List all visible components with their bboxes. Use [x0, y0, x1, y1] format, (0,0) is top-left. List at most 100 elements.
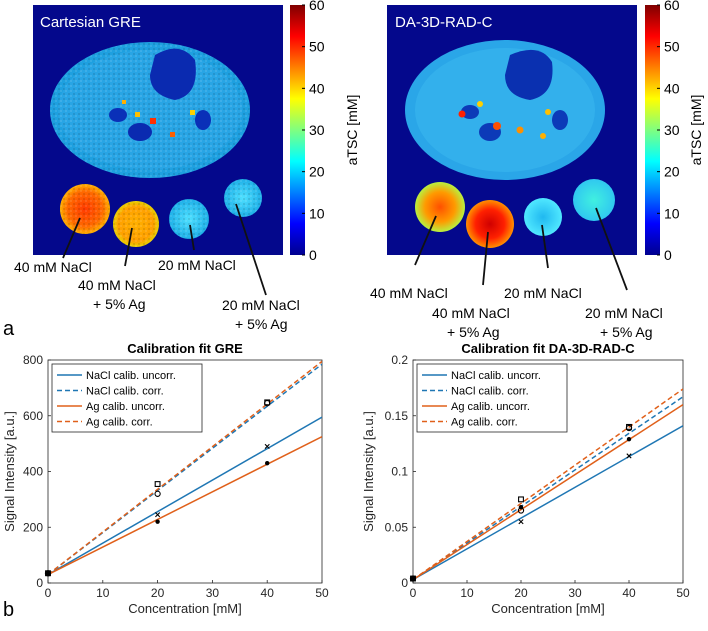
- rad-colorbar-label: aTSC [mM]: [688, 95, 704, 166]
- panel-b-label: b: [3, 599, 14, 621]
- series-line: [48, 435, 322, 576]
- rad-label-40nacl-ag: 40 mM NaCl: [432, 305, 510, 321]
- gre-annotations: [62, 203, 267, 296]
- series-line: [413, 403, 683, 581]
- x-tick-label: 0: [410, 586, 417, 600]
- colorbar-tick-label: 60: [664, 0, 680, 13]
- data-point: [154, 481, 161, 487]
- data-point: [626, 436, 632, 442]
- x-tick-label: 50: [676, 586, 690, 600]
- y-tick-label: 0.05: [385, 520, 409, 534]
- colorbar-tick-label: 0: [664, 247, 672, 263]
- gre-label-20nacl-ag-sub: + 5% Ag: [235, 316, 288, 332]
- x-tick-label: 0: [45, 586, 52, 600]
- x-tick-label: 50: [315, 586, 329, 600]
- rad-colorbar: 0 10 20 30 40 50 60 aTSC [mM]: [645, 0, 704, 263]
- data-point: [626, 423, 632, 430]
- x-tick-label: 40: [261, 586, 275, 600]
- data-point: [155, 519, 160, 524]
- series-line: [413, 388, 683, 581]
- y-tick-label: 800: [23, 353, 43, 367]
- x-axis-label: Concentration [mM]: [128, 601, 241, 616]
- colorbar-tick-label: 10: [309, 205, 325, 221]
- rad-phantom-4: [573, 179, 615, 221]
- rad-label-20nacl: 20 mM NaCl: [504, 285, 582, 301]
- gre-bone-region: [150, 48, 196, 100]
- gre-image: Cartesian GRE: [33, 5, 283, 255]
- legend-entry: Ag calib. corr.: [86, 417, 153, 429]
- legend-entry: NaCl calib. uncorr.: [451, 370, 541, 382]
- colorbar-tick-label: 0: [309, 247, 317, 263]
- colorbar-tick-label: 40: [309, 80, 325, 96]
- x-axis-label: Concentration [mM]: [491, 601, 604, 616]
- rad-colorbar-gradient: [645, 5, 660, 255]
- chart-title: Calibration fit GRE: [127, 341, 243, 356]
- series-line: [48, 416, 322, 576]
- colorbar-tick-label: 30: [664, 122, 680, 138]
- gre-title: Cartesian GRE: [40, 14, 141, 31]
- x-tick-label: 30: [206, 586, 220, 600]
- series-line: [413, 425, 683, 581]
- data-point: [154, 490, 161, 497]
- y-tick-label: 200: [23, 520, 43, 534]
- colorbar-tick-label: 50: [664, 39, 680, 55]
- x-tick-label: 40: [622, 586, 636, 600]
- chart-title: Calibration fit DA-3D-RAD-C: [461, 341, 635, 356]
- rad-phantom-3: [524, 198, 562, 236]
- y-tick-label: 400: [23, 465, 43, 479]
- gre-colorbar: 0 10 20 30 40 50 60 aTSC [mM]: [290, 0, 360, 263]
- x-tick-label: 20: [151, 586, 165, 600]
- gre-colorbar-label: aTSC [mM]: [344, 95, 360, 166]
- x-tick-label: 30: [568, 586, 582, 600]
- y-tick-label: 600: [23, 409, 43, 423]
- data-point: [264, 443, 270, 450]
- rad-label-20nacl-ag: 20 mM NaCl: [585, 305, 663, 321]
- data-point: [518, 496, 524, 503]
- rad-image: DA-3D-RAD-C: [387, 5, 637, 255]
- panel-a-label: a: [3, 318, 15, 340]
- data-point: [410, 576, 416, 581]
- y-tick-label: 0.15: [385, 409, 409, 423]
- y-tick-label: 0.2: [391, 353, 408, 367]
- series-line: [413, 396, 683, 581]
- x-tick-label: 20: [514, 586, 528, 600]
- rad-label-40nacl: 40 mM NaCl: [370, 285, 448, 301]
- data-point: [626, 453, 632, 459]
- y-tick-label: 0: [36, 576, 43, 590]
- data-point: [45, 570, 51, 577]
- y-tick-label: 0: [401, 576, 408, 590]
- legend-entry: Ag calib. corr.: [451, 417, 518, 429]
- colorbar-tick-label: 50: [309, 39, 325, 55]
- legend-entry: Ag calib. uncorr.: [451, 401, 530, 413]
- chart-gre: 0 10 20 30 40 50 0 200 400 600 800 Calibration fit …: [2, 341, 329, 616]
- rad-label-20nacl-ag-sub: + 5% Ag: [600, 324, 653, 340]
- legend-entry: NaCl calib. corr.: [451, 386, 529, 398]
- gre-label-40nacl: 40 mM NaCl: [14, 259, 92, 275]
- y-axis-label: Signal Intensity [a.u.]: [361, 411, 376, 532]
- series-line: [48, 360, 322, 576]
- gre-label-20nacl-ag: 20 mM NaCl: [222, 297, 300, 313]
- rad-phantom-1: [415, 182, 465, 232]
- data-point: [155, 512, 161, 518]
- rad-annotations: [414, 207, 628, 291]
- y-tick-label: 0.1: [391, 465, 408, 479]
- rad-title: DA-3D-RAD-C: [395, 14, 493, 31]
- rad-label-40nacl-ag-sub: + 5% Ag: [447, 324, 500, 340]
- legend-entry: NaCl calib. uncorr.: [86, 370, 176, 382]
- colorbar-tick-label: 20: [309, 164, 325, 180]
- x-tick-label: 10: [96, 586, 110, 600]
- data-point: [45, 571, 51, 576]
- rad-phantom-2: [466, 200, 514, 248]
- rad-bone-region: [505, 49, 553, 100]
- legend-entry: NaCl calib. corr.: [86, 386, 164, 398]
- data-point: [410, 575, 416, 582]
- data-point: [517, 507, 525, 514]
- x-tick-label: 10: [460, 586, 474, 600]
- data-point: [518, 519, 524, 525]
- data-point: [265, 460, 270, 466]
- colorbar-tick-label: 60: [309, 0, 325, 13]
- gre-label-20nacl: 20 mM NaCl: [158, 257, 236, 273]
- gre-label-40nacl-ag: 40 mM NaCl: [78, 277, 156, 293]
- gre-label-40nacl-ag-sub: + 5% Ag: [93, 296, 146, 312]
- chart-rad: 0 10 20 30 40 50 0 0.05 0.1 0.15 0.2 Calibration fi…: [361, 341, 690, 616]
